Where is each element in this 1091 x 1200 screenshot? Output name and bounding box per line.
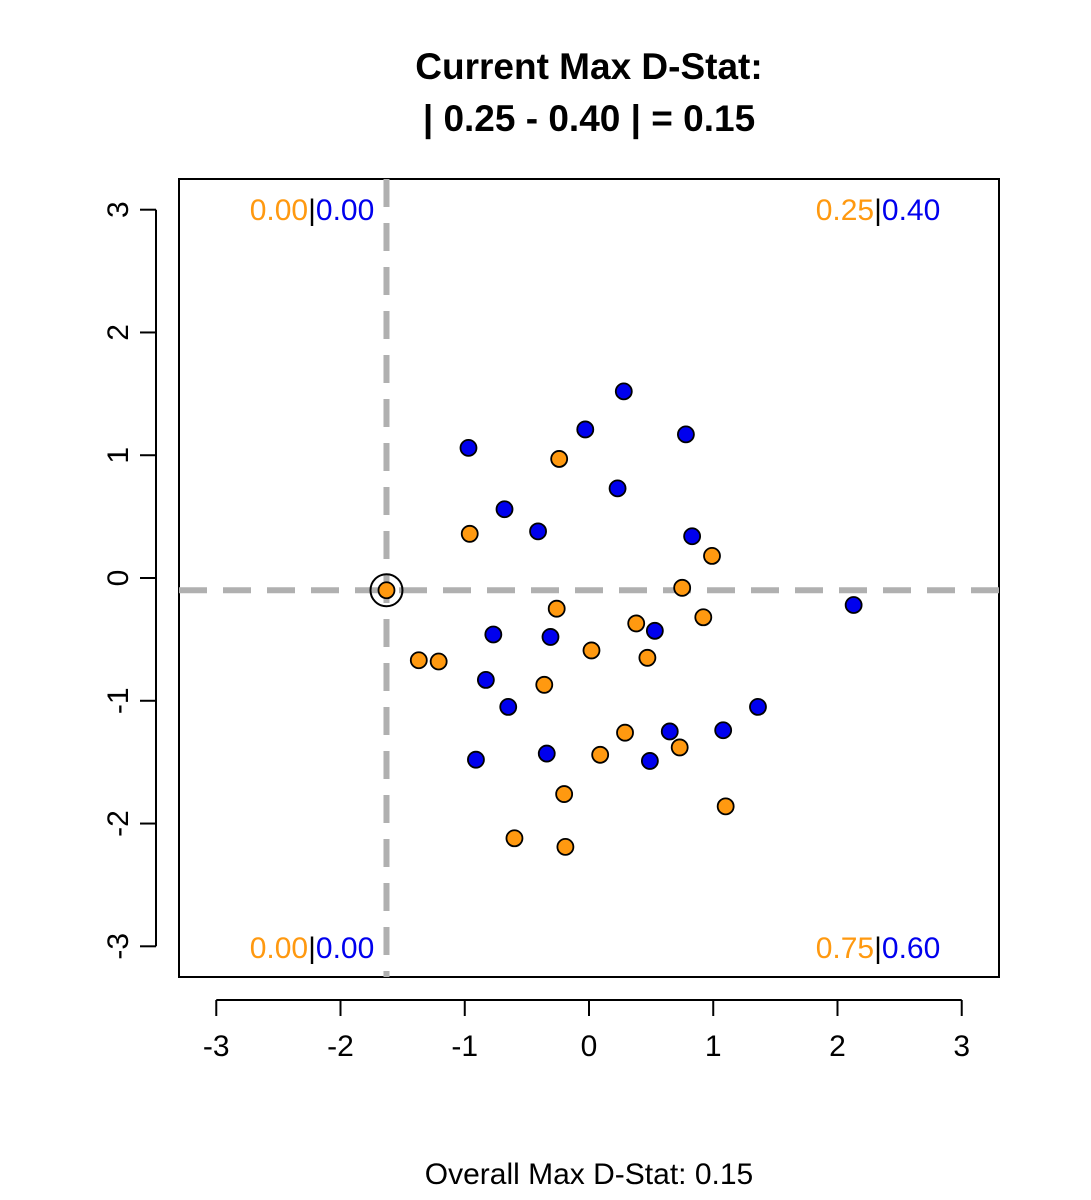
data-point-orange	[703, 547, 721, 565]
data-point-orange	[694, 608, 713, 627]
quadrant-bottom-right-label: 0.75|0.60	[816, 932, 941, 965]
data-point-orange	[582, 641, 601, 660]
data-point-blue	[541, 628, 560, 646]
data-point-blue	[476, 670, 495, 689]
data-point-orange	[591, 745, 610, 764]
y-tick-label: -2	[102, 810, 135, 837]
data-point-blue	[484, 625, 503, 644]
data-point-orange	[550, 450, 569, 468]
data-point-blue	[537, 744, 556, 763]
chart-title-line-2: | 0.25 - 0.40 | = 0.15	[423, 98, 755, 140]
data-point-blue	[495, 500, 514, 519]
quadrant-top-left-separator: |	[308, 194, 316, 227]
data-point-orange	[409, 651, 428, 670]
quadrant-top-left-label: 0.00|0.00	[250, 194, 375, 227]
data-point-blue	[677, 425, 695, 444]
data-point-blue	[529, 522, 547, 541]
x-axis: -3 -2 -1 0 1 2 3	[203, 999, 970, 1063]
quadrant-bottom-left-label: 0.00|0.00	[250, 932, 375, 965]
data-point-blue	[576, 420, 595, 439]
y-tick-label: 0	[102, 570, 135, 587]
quadrant-top-right-label: 0.25|0.40	[816, 194, 941, 227]
quadrant-bottom-right-separator: |	[874, 932, 882, 965]
quadrant-top-left-blue: 0.00	[316, 194, 374, 227]
data-point-blue	[608, 479, 627, 498]
data-point-blue	[499, 698, 518, 716]
data-point-orange	[429, 652, 448, 671]
quadrant-bottom-right-blue: 0.60	[882, 932, 940, 965]
split-point-marker	[369, 573, 404, 608]
quadrant-top-left-orange: 0.00	[250, 194, 308, 227]
data-point-orange	[673, 578, 692, 597]
quadrant-bottom-left-separator: |	[308, 932, 316, 965]
data-point-blue	[714, 721, 733, 740]
x-tick-label: -3	[203, 1030, 230, 1063]
data-point-blue	[844, 596, 863, 614]
data-point-orange	[555, 785, 574, 803]
y-tick-label: -1	[102, 687, 135, 714]
data-point-orange	[627, 614, 646, 633]
data-point-blue	[459, 438, 478, 457]
data-point-blue	[614, 382, 633, 401]
quadrant-bottom-left-blue: 0.00	[316, 932, 374, 965]
y-tick-label: 1	[102, 447, 135, 464]
data-point-orange	[556, 837, 575, 856]
quadrant-top-right-separator: |	[874, 194, 882, 227]
overall-max-d-stat-caption: Overall Max D-Stat: 0.15	[425, 1158, 753, 1191]
y-axis: -3 -2 -1 0 1 2 3	[102, 201, 157, 960]
y-tick-label: -3	[102, 933, 135, 960]
x-tick-label: 0	[581, 1030, 598, 1063]
series-blue	[459, 382, 863, 770]
data-point-orange	[460, 524, 479, 543]
quadrant-bottom-right-orange: 0.75	[816, 932, 874, 965]
x-tick-label: 1	[705, 1030, 722, 1063]
quadrant-top-right-orange: 0.25	[816, 194, 874, 227]
data-point-orange	[716, 797, 735, 816]
x-tick-label: 3	[953, 1030, 970, 1063]
data-point-orange	[505, 829, 524, 848]
data-point-blue	[749, 698, 767, 716]
x-tick-label: -1	[451, 1030, 478, 1063]
chart-title-line-1: Current Max D-Stat:	[415, 46, 762, 87]
data-point-blue	[660, 722, 679, 741]
quadrant-top-right-blue: 0.40	[882, 194, 940, 227]
y-tick-label: 3	[102, 201, 135, 218]
data-point-orange	[547, 599, 566, 618]
data-point-blue	[683, 527, 702, 546]
data-point-orange	[377, 581, 396, 600]
data-point-blue	[640, 752, 659, 770]
data-point-blue	[467, 750, 485, 769]
data-point-blue	[645, 621, 664, 640]
y-tick-label: 2	[102, 324, 135, 341]
plot-area	[178, 178, 1000, 978]
data-point-orange	[670, 738, 689, 757]
x-tick-label: 2	[829, 1030, 846, 1063]
plot-frame	[178, 178, 1000, 978]
quadrant-bottom-left-orange: 0.00	[250, 932, 308, 965]
x-tick-label: -2	[327, 1030, 354, 1063]
data-point-orange	[638, 648, 657, 667]
series-orange	[377, 450, 735, 856]
data-point-orange	[535, 675, 554, 694]
data-point-orange	[616, 723, 634, 742]
